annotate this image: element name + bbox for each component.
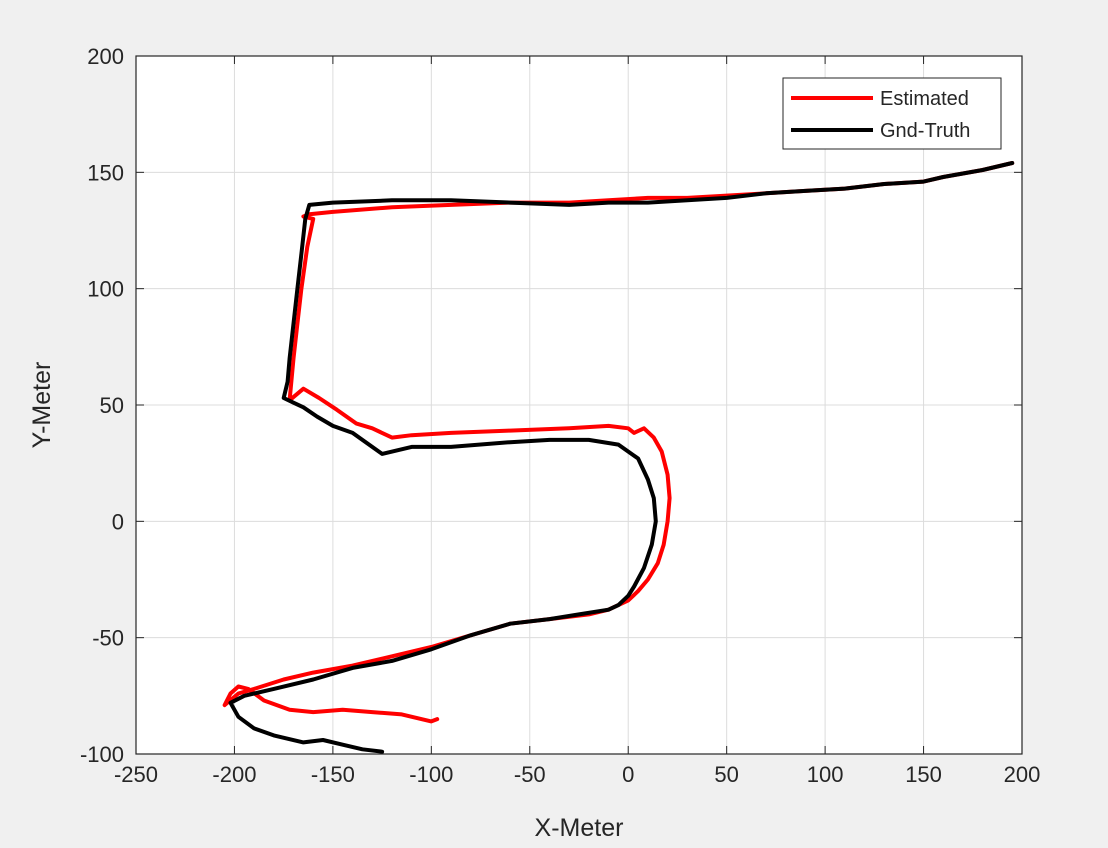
y-tick-label: 150 [87, 160, 124, 185]
x-tick-label: -200 [212, 762, 256, 787]
series-line-estimated [222, 161, 1015, 724]
tick-labels: -250 -200 -150 -100 -50 0 50 100 150 200 -100 -50 0 5… [80, 44, 1040, 787]
x-tick-label: 200 [1004, 762, 1041, 787]
series-layer [222, 161, 1015, 754]
y-tick-label: 50 [100, 393, 124, 418]
x-tick-label: 0 [622, 762, 634, 787]
y-tick-label: 0 [112, 509, 124, 534]
x-tick-label: -100 [409, 762, 453, 787]
x-tick-label: -250 [114, 762, 158, 787]
x-tick-label: 50 [714, 762, 738, 787]
tick-marks [135, 55, 1023, 755]
x-tick-label: -150 [311, 762, 355, 787]
y-tick-label: 100 [87, 277, 124, 302]
legend: Estimated Gnd-Truth [782, 77, 1002, 150]
series-line-gnd-truth [228, 161, 1015, 754]
legend-label: Estimated [880, 88, 969, 110]
x-axis-label: X-Meter [535, 814, 624, 842]
y-tick-label: -50 [92, 626, 124, 651]
x-tick-label: 150 [905, 762, 942, 787]
x-tick-label: 100 [807, 762, 844, 787]
legend-label: Gnd-Truth [880, 120, 970, 142]
x-tick-label: -50 [514, 762, 546, 787]
legend-box [782, 77, 1002, 150]
y-tick-label: 200 [87, 44, 124, 69]
y-axis-label: Y-Meter [28, 362, 56, 449]
y-tick-label: -100 [80, 742, 124, 767]
